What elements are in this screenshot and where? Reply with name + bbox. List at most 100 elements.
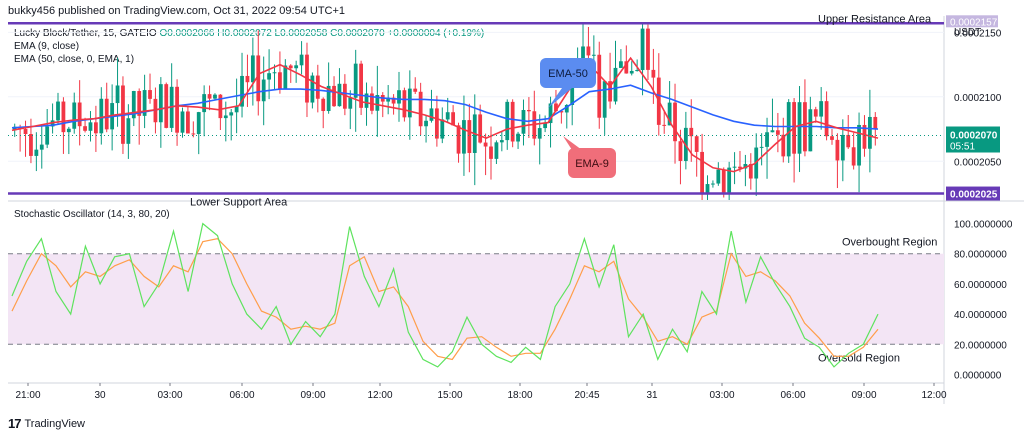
- candle-body: [840, 134, 845, 161]
- candle-body: [256, 55, 261, 102]
- candle-body: [175, 86, 179, 133]
- candle-body: [559, 111, 564, 113]
- stoch-d-line: [11, 238, 879, 361]
- currency-label: USDT: [954, 27, 981, 38]
- candle-body: [786, 102, 791, 157]
- candle-body: [223, 115, 228, 119]
- candle-body: [131, 91, 136, 119]
- candle-body: [348, 97, 353, 109]
- stochastic-legend[interactable]: Stochastic Oscillator (14, 3, 80, 20): [14, 209, 170, 220]
- candle-body: [77, 102, 82, 127]
- candle-body: [759, 146, 764, 148]
- candle-body: [689, 127, 694, 137]
- candle-body: [440, 119, 445, 139]
- support-badge-text: 0.0002025: [950, 190, 998, 201]
- candle-body: [564, 104, 569, 113]
- candle-body: [321, 98, 326, 111]
- candle-body: [489, 146, 493, 159]
- candle-body: [418, 91, 423, 127]
- candle-body: [743, 163, 748, 169]
- candle-body: [873, 116, 878, 130]
- candle-body: [332, 85, 336, 107]
- time-tick-label: 09:00: [300, 390, 325, 401]
- candle-body: [646, 28, 650, 70]
- ema50-callout: EMA-50: [540, 58, 596, 108]
- candle-body: [29, 134, 33, 156]
- candle-body: [537, 128, 542, 139]
- stoch-tick-label: 0.0000000: [954, 370, 1002, 381]
- candle-body: [467, 120, 472, 153]
- support-badge-bg: [946, 186, 1000, 201]
- ema9-legend[interactable]: EMA (9, close): [14, 41, 80, 52]
- candle-body: [867, 116, 872, 149]
- candle-body: [240, 75, 244, 107]
- candle-body: [824, 101, 829, 137]
- candle-body: [391, 97, 396, 104]
- candle-body: [245, 75, 250, 83]
- time-tick-label: 12:00: [921, 390, 946, 401]
- candle-body: [429, 108, 434, 121]
- candle-body: [104, 98, 109, 130]
- footer-brand: TradingView: [24, 417, 86, 430]
- candle-body: [635, 70, 640, 72]
- ema50-callout-box: [540, 58, 596, 88]
- candles: [12, 22, 878, 200]
- candle-body: [613, 67, 618, 102]
- time-tick-label: 21:00: [15, 390, 40, 401]
- candle-body: [765, 132, 769, 147]
- candle-body: [45, 126, 50, 145]
- candle-body: [570, 82, 575, 105]
- candle-body: [721, 169, 726, 193]
- candle-body: [137, 91, 142, 116]
- candle-body: [678, 141, 683, 161]
- candle-body: [34, 149, 39, 156]
- candle-body: [478, 114, 483, 143]
- candle-body: [370, 93, 374, 111]
- candle-body: [158, 84, 163, 123]
- candle-body: [191, 133, 196, 135]
- candle-body: [510, 101, 515, 142]
- candle-body: [521, 109, 526, 134]
- candle-body: [164, 84, 169, 128]
- tradingview-logo-icon: 17: [8, 416, 22, 431]
- candle-body: [148, 90, 152, 99]
- candle-body: [66, 128, 71, 133]
- resistance-price-badge: 0.0002157: [946, 15, 998, 28]
- candle-body: [434, 108, 439, 139]
- candle-body: [407, 88, 412, 118]
- candle-body: [727, 167, 732, 193]
- resistance-annotation: Upper Resistance Area: [818, 13, 932, 25]
- candle-body: [424, 120, 428, 127]
- candle-body: [662, 124, 667, 126]
- time-tick-label: 20:45: [574, 390, 599, 401]
- stoch-tick-label: 80.0000000: [954, 250, 1007, 261]
- candle-body: [83, 126, 87, 131]
- current-price-text: 0.0002070: [950, 131, 998, 142]
- time-axis: 21:00 30 03:00 06:00 09:00 12:00 15:00 18:00 20:…: [8, 382, 947, 401]
- candle-body: [516, 133, 520, 142]
- candle-body: [619, 61, 623, 68]
- candle-body: [608, 81, 612, 102]
- time-tick-label: 18:00: [507, 390, 532, 401]
- stoch-k-line: [11, 222, 879, 368]
- resistance-badge-text: 0.0002157: [950, 17, 998, 28]
- price-axis: 0.0002150 0.0002100 0.0002050 USDT0.0002157…: [946, 15, 1002, 201]
- candle-body: [180, 111, 185, 133]
- support-annotation: Lower Support Area: [190, 197, 288, 209]
- candle-body: [591, 54, 596, 56]
- candle-body: [315, 75, 320, 99]
- stoch-tick-label: 20.0000000: [954, 340, 1007, 351]
- ema50-callout-label: EMA-50: [548, 68, 588, 80]
- time-tick-label: 30: [94, 390, 106, 401]
- candle-body: [494, 142, 499, 159]
- candle-body: [115, 85, 120, 104]
- overbought-annotation: Overbought Region: [842, 237, 937, 249]
- ema50-legend[interactable]: EMA (50, close, 0, EMA, 1): [14, 54, 135, 65]
- candle-body: [835, 139, 840, 161]
- candle-body: [342, 83, 347, 109]
- price-tick-label: 0.0002150: [954, 28, 1002, 39]
- candle-body: [451, 112, 456, 126]
- candle-body: [851, 147, 856, 166]
- candle-body: [770, 130, 775, 133]
